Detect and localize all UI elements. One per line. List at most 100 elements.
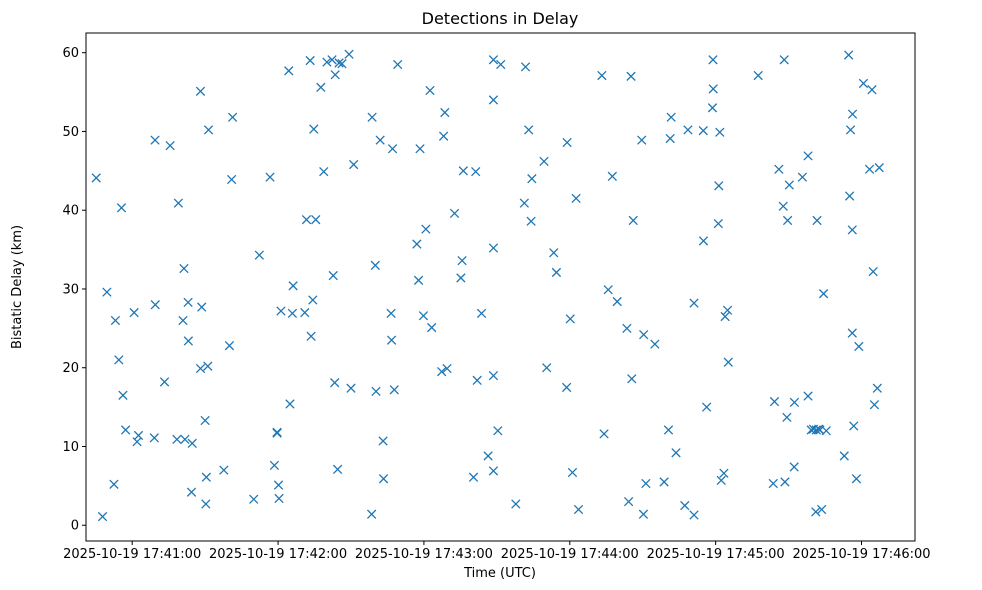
data-point bbox=[626, 71, 636, 81]
data-point bbox=[612, 296, 622, 307]
data-point bbox=[520, 62, 531, 72]
data-point bbox=[849, 421, 859, 431]
y-tick-label: 20 bbox=[62, 361, 79, 376]
plot-frame bbox=[85, 32, 916, 542]
data-point bbox=[457, 255, 467, 266]
data-point bbox=[782, 412, 792, 423]
data-point bbox=[551, 267, 562, 278]
data-point bbox=[708, 84, 718, 94]
data-point bbox=[719, 468, 729, 478]
data-point bbox=[845, 125, 856, 135]
y-tick-label: 50 bbox=[62, 125, 79, 140]
data-point bbox=[186, 487, 197, 497]
data-point bbox=[715, 127, 725, 137]
data-point bbox=[858, 78, 869, 89]
data-point bbox=[778, 201, 788, 211]
data-point bbox=[488, 370, 499, 381]
data-point bbox=[226, 174, 237, 185]
data-point bbox=[203, 361, 213, 371]
data-point bbox=[716, 475, 726, 486]
data-point bbox=[316, 82, 326, 93]
data-point bbox=[427, 322, 437, 333]
data-point bbox=[867, 85, 877, 95]
data-point bbox=[332, 464, 343, 474]
data-point bbox=[663, 425, 674, 435]
data-point bbox=[276, 306, 286, 316]
data-point bbox=[854, 341, 864, 352]
data-point bbox=[707, 103, 718, 113]
data-point bbox=[782, 215, 793, 226]
data-point bbox=[803, 151, 813, 161]
data-point bbox=[366, 509, 377, 519]
data-point bbox=[172, 434, 182, 445]
data-point bbox=[713, 218, 723, 229]
data-point bbox=[638, 509, 649, 519]
data-point bbox=[689, 510, 699, 520]
data-point bbox=[109, 479, 119, 489]
data-point bbox=[389, 385, 399, 395]
data-point bbox=[456, 273, 466, 283]
data-point bbox=[683, 125, 693, 135]
data-point bbox=[723, 357, 733, 367]
data-point bbox=[149, 433, 159, 443]
data-point bbox=[118, 390, 128, 400]
data-point bbox=[843, 50, 854, 60]
data-point bbox=[273, 480, 284, 490]
data-point bbox=[869, 400, 880, 410]
data-point bbox=[701, 402, 712, 412]
data-point bbox=[650, 339, 660, 349]
data-point bbox=[330, 378, 340, 388]
data-point bbox=[542, 363, 552, 373]
data-point bbox=[183, 297, 193, 308]
data-point bbox=[851, 474, 862, 484]
data-point bbox=[812, 215, 822, 226]
data-point bbox=[571, 193, 581, 204]
data-point bbox=[874, 163, 884, 173]
data-point bbox=[412, 239, 422, 249]
x-tick-label: 2025-10-19 17:41:00 bbox=[63, 547, 201, 562]
data-point bbox=[224, 341, 235, 351]
data-point bbox=[524, 125, 534, 135]
data-point bbox=[665, 133, 675, 144]
data-point bbox=[370, 260, 380, 271]
data-point bbox=[818, 289, 829, 299]
data-point bbox=[195, 86, 206, 96]
data-point bbox=[91, 173, 101, 183]
data-point bbox=[847, 328, 857, 338]
data-point bbox=[496, 59, 506, 70]
y-tick-label: 60 bbox=[62, 46, 79, 61]
data-point bbox=[178, 315, 188, 326]
data-point bbox=[371, 386, 381, 397]
data-point bbox=[288, 281, 298, 291]
data-point bbox=[780, 477, 790, 487]
data-point bbox=[349, 159, 359, 170]
data-point bbox=[334, 58, 344, 68]
data-point bbox=[133, 430, 144, 441]
data-points bbox=[91, 49, 884, 522]
data-point bbox=[698, 126, 708, 136]
x-axis: 2025-10-19 17:41:00 2025-10-19 17:42:00 20… bbox=[63, 541, 931, 562]
data-point bbox=[768, 478, 778, 489]
data-point bbox=[183, 336, 194, 346]
data-point bbox=[344, 49, 354, 59]
data-point bbox=[779, 55, 789, 65]
data-point bbox=[300, 307, 310, 318]
data-point bbox=[195, 363, 206, 374]
data-point bbox=[864, 164, 875, 174]
data-point bbox=[472, 375, 482, 385]
data-point bbox=[337, 59, 347, 69]
data-point bbox=[789, 462, 799, 472]
data-point bbox=[438, 131, 449, 141]
data-point bbox=[753, 70, 763, 81]
y-tick-label: 40 bbox=[62, 204, 79, 219]
data-point bbox=[603, 285, 613, 295]
data-point bbox=[844, 191, 855, 201]
data-point bbox=[811, 507, 821, 517]
data-point bbox=[440, 107, 450, 118]
data-point bbox=[330, 70, 340, 80]
data-point bbox=[476, 308, 487, 319]
data-point bbox=[872, 383, 882, 393]
data-point bbox=[328, 270, 338, 281]
data-point bbox=[816, 504, 827, 515]
data-point bbox=[306, 331, 316, 341]
